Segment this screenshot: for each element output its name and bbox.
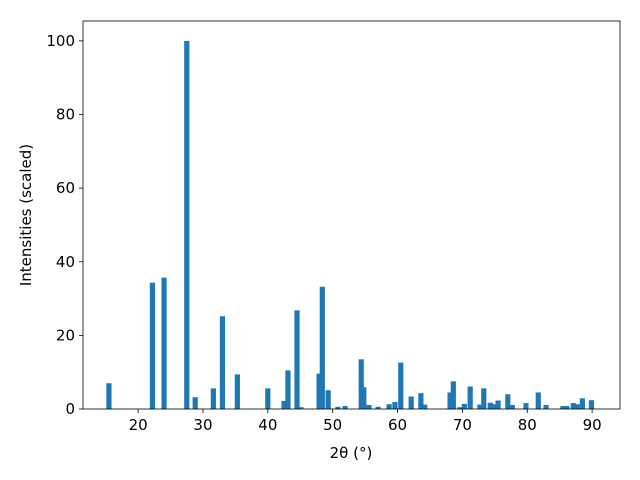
y-tick-label: 40 — [56, 253, 75, 271]
x-tick-label: 20 — [129, 416, 148, 434]
x-tick-label: 80 — [518, 416, 537, 434]
bar — [149, 282, 155, 409]
bar — [560, 406, 566, 409]
x-tick-label: 90 — [583, 416, 602, 434]
bar — [505, 394, 511, 409]
bar — [408, 396, 414, 409]
bar — [450, 381, 456, 409]
bar — [234, 374, 240, 409]
bar — [461, 403, 467, 409]
bar — [392, 402, 398, 409]
bar — [358, 359, 364, 409]
x-tick-label: 30 — [193, 416, 212, 434]
bar — [106, 383, 112, 409]
y-tick-label: 20 — [56, 326, 75, 344]
bar — [487, 402, 493, 409]
x-tick-label: 50 — [323, 416, 342, 434]
bar — [210, 388, 216, 409]
x-axis-label: 2θ (°) — [330, 444, 373, 462]
bar — [457, 407, 463, 409]
bar — [574, 404, 580, 409]
bar — [467, 386, 473, 409]
bar — [335, 406, 341, 409]
bar — [564, 406, 570, 409]
x-tick-label: 60 — [388, 416, 407, 434]
bar — [298, 407, 304, 409]
y-tick-label: 100 — [46, 32, 75, 50]
bar — [265, 388, 271, 409]
bar — [325, 390, 331, 409]
bar — [219, 316, 226, 409]
bar — [361, 387, 367, 409]
bar — [294, 310, 300, 409]
y-tick-label: 0 — [65, 400, 75, 418]
bar — [495, 400, 501, 409]
bar — [316, 373, 322, 409]
y-tick-label: 60 — [56, 179, 75, 197]
bar — [535, 392, 541, 409]
x-tick-label: 40 — [258, 416, 277, 434]
bar — [342, 406, 348, 409]
bar — [285, 370, 291, 409]
bar — [491, 404, 497, 409]
bar — [422, 404, 428, 409]
bar — [161, 277, 167, 409]
bar — [447, 392, 453, 409]
bar — [543, 404, 549, 409]
bar — [509, 404, 515, 409]
x-tick-label: 70 — [453, 416, 472, 434]
bar — [366, 404, 372, 409]
bar — [319, 286, 325, 409]
bar — [570, 403, 576, 409]
bar — [523, 403, 529, 409]
bar — [579, 398, 585, 409]
bar — [477, 404, 483, 409]
bar — [184, 40, 190, 409]
bar — [375, 406, 381, 409]
bar — [281, 400, 287, 409]
y-tick-label: 80 — [56, 106, 75, 124]
bar — [418, 393, 424, 409]
plot-frame — [82, 20, 621, 410]
bar — [398, 362, 404, 409]
bar — [386, 404, 392, 409]
bar — [192, 397, 198, 409]
bar — [481, 388, 487, 409]
bar — [588, 400, 595, 409]
y-axis-label: Intensities (scaled) — [17, 144, 35, 286]
